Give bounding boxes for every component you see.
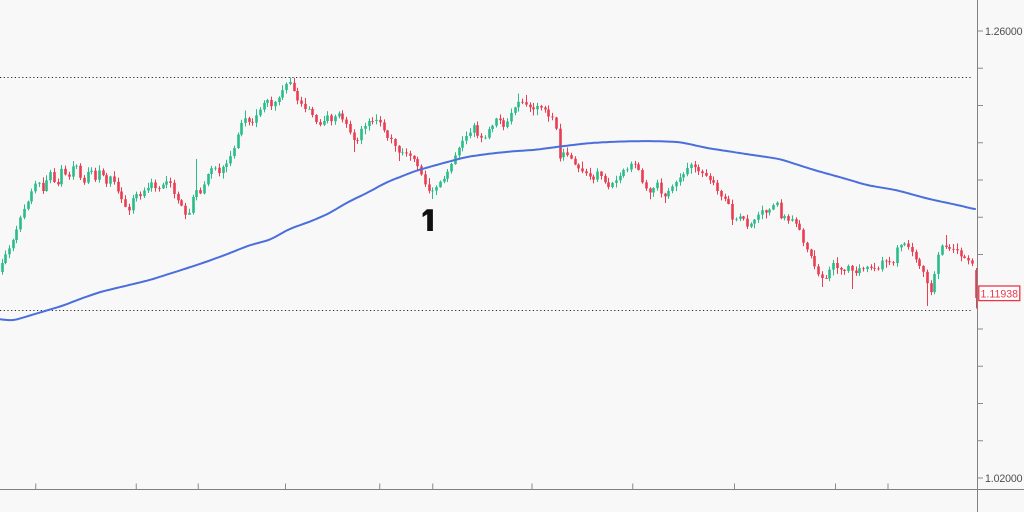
svg-text:1.02000: 1.02000 (985, 473, 1023, 485)
svg-text:1.11938: 1.11938 (981, 288, 1019, 300)
svg-text:1.26000: 1.26000 (985, 26, 1023, 38)
